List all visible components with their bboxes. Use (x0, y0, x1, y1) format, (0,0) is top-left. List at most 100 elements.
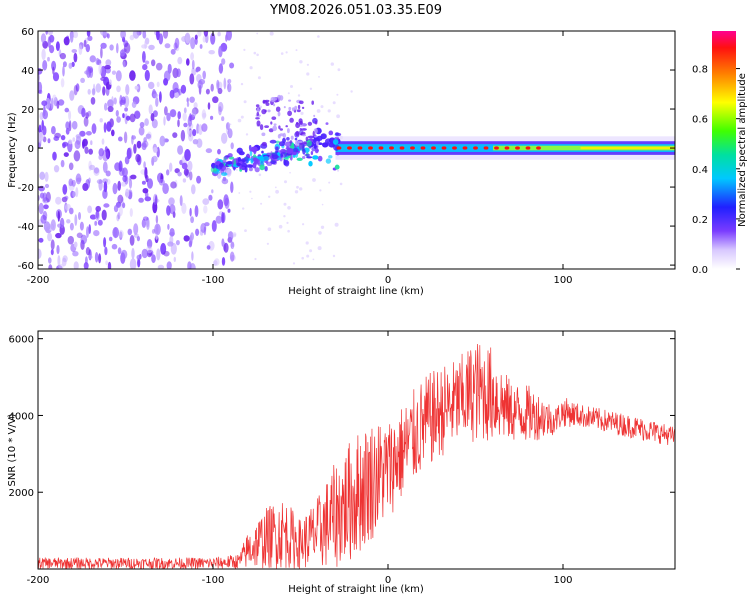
noise-speck (306, 254, 310, 258)
noise-speck (283, 202, 287, 206)
transition-blob (240, 161, 243, 165)
noise-blob (183, 122, 188, 128)
noise-blob (190, 52, 195, 61)
noise-blob (109, 44, 114, 51)
noise-speck (332, 254, 336, 258)
noise-speck (332, 101, 336, 105)
noise-blob (102, 178, 108, 184)
transition-blob (328, 130, 334, 136)
noise-blob (127, 228, 133, 236)
noise-blob (89, 67, 94, 79)
transition-upper-blob (314, 120, 318, 125)
transition-blob (263, 155, 269, 161)
spectrogram-xtick-label: 0 (385, 275, 391, 286)
noise-blob (129, 113, 136, 123)
noise-blob (60, 159, 65, 168)
noise-blob (127, 147, 133, 159)
noise-blob (45, 97, 51, 110)
noise-blob (148, 81, 155, 90)
noise-speck (275, 189, 279, 194)
transition-blob (213, 171, 221, 174)
noise-blob (164, 43, 171, 49)
noise-blob (146, 249, 153, 258)
noise-blob (48, 264, 53, 269)
transition-upper-blob (296, 121, 299, 125)
transition-upper-blob (270, 121, 273, 125)
noise-blob (172, 82, 179, 93)
spectrogram-xlabel: Height of straight line (km) (288, 286, 424, 297)
noise-blob (129, 70, 136, 81)
noise-blob (79, 221, 84, 231)
colorbar-tick-label: 0.4 (692, 165, 708, 176)
snr-xtick-label: -100 (202, 575, 225, 586)
transition-upper-blob (287, 110, 292, 117)
noise-blob (52, 66, 55, 75)
noise-blob (67, 235, 75, 245)
noise-blob (122, 113, 125, 119)
noise-blob (64, 195, 69, 200)
noise-speck (249, 66, 253, 70)
transition-blob (248, 167, 253, 172)
noise-blob (129, 208, 133, 217)
noise-blob (167, 223, 170, 230)
noise-speck (253, 51, 257, 55)
noise-blob (113, 205, 119, 213)
noise-blob (75, 134, 82, 139)
noise-blob (47, 138, 51, 144)
transition-blob (308, 160, 313, 167)
noise-blob (180, 129, 186, 142)
noise-blob (85, 179, 90, 189)
transition-blob (290, 148, 294, 154)
transition-blob (216, 160, 220, 165)
colorbar-tick-label: 0.2 (692, 215, 708, 226)
noise-blob (50, 223, 54, 230)
spectrogram-data (38, 31, 675, 269)
noise-blob (111, 129, 115, 137)
noise-blob (43, 204, 49, 210)
noise-speck (337, 169, 340, 172)
noise-blob (62, 65, 65, 77)
noise-speck (251, 197, 253, 200)
noise-blob (206, 245, 211, 250)
noise-blob (169, 204, 176, 215)
spectrogram-ytick-label: 0 (28, 144, 34, 155)
noise-blob (195, 67, 199, 73)
noise-blob (43, 221, 51, 232)
snr-ytick-label: 4000 (9, 411, 34, 422)
noise-blob (138, 126, 145, 136)
noise-blob (107, 105, 114, 113)
transition-blob (211, 162, 216, 169)
noise-blob (227, 208, 231, 213)
transition-blob (301, 128, 307, 131)
noise-speck (238, 192, 241, 194)
noise-blob (223, 242, 229, 253)
transition-blob (221, 172, 228, 177)
noise-blob (156, 81, 160, 88)
noise-blob (71, 120, 78, 130)
noise-blob (129, 258, 137, 269)
noise-speck (269, 31, 274, 36)
noise-speck (258, 173, 262, 177)
noise-blob (227, 231, 234, 241)
noise-blob (216, 79, 220, 90)
noise-blob (98, 253, 102, 264)
noise-blob (225, 168, 232, 177)
noise-blob (88, 148, 93, 155)
transition-upper-blob (261, 109, 267, 115)
transition-blob (250, 146, 258, 153)
noise-blob (95, 205, 101, 212)
noise-speck (317, 246, 322, 251)
noise-blob (47, 232, 53, 242)
noise-blob (217, 148, 221, 155)
noise-blob (225, 122, 231, 130)
noise-blob (187, 261, 192, 269)
noise-blob (55, 196, 62, 205)
noise-blob (89, 55, 97, 63)
noise-blob (191, 184, 196, 195)
noise-blob (68, 120, 72, 132)
peak-marker (483, 146, 489, 150)
noise-blob (99, 118, 103, 123)
noise-blob (125, 115, 131, 121)
noise-blob (158, 179, 165, 186)
noise-blob (203, 205, 208, 214)
